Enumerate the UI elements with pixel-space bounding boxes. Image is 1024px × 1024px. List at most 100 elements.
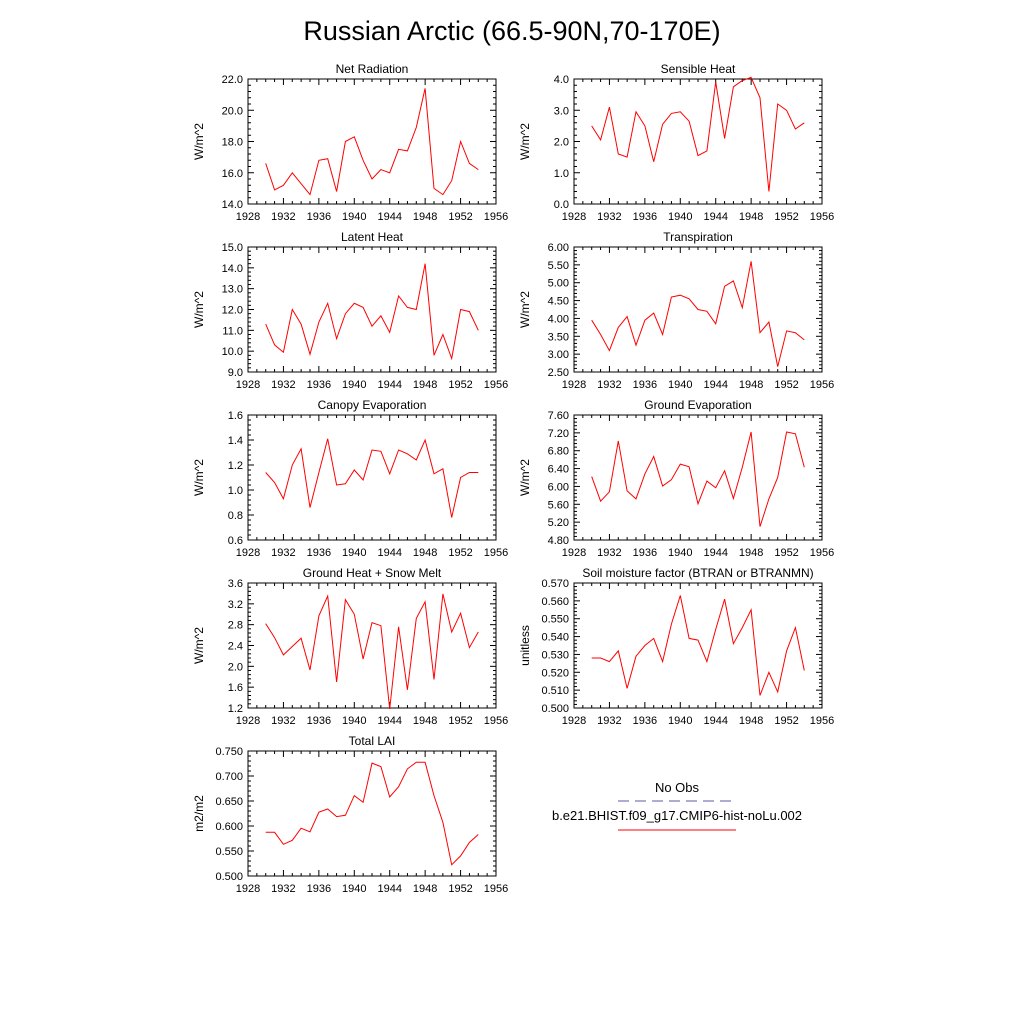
panel-4: Transpiration W/m^2 1928 1932 1936 1940 1944 19… bbox=[518, 230, 834, 391]
y-tick-label: 0.520 bbox=[541, 667, 569, 679]
y-tick-label: 2.0 bbox=[554, 137, 569, 149]
y-axis-label: W/m^2 bbox=[192, 123, 206, 160]
x-tick-label: 1928 bbox=[236, 715, 260, 727]
y-tick-label: 3.2 bbox=[228, 599, 243, 611]
chart-panels: Net Radiation W/m^2 1928 1932 1936 1940 1944 19… bbox=[192, 62, 834, 895]
panel-title: Net Radiation bbox=[336, 62, 409, 76]
x-tick-label: 1936 bbox=[633, 547, 657, 559]
y-tick-label: 1.4 bbox=[228, 435, 243, 447]
x-tick-label: 1944 bbox=[703, 547, 727, 559]
y-tick-label: 2.8 bbox=[228, 620, 243, 632]
x-tick-label: 1932 bbox=[597, 379, 621, 391]
y-tick-label: 6.80 bbox=[548, 446, 569, 458]
y-tick-label: 2.0 bbox=[228, 661, 243, 673]
y-tick-label: 4.00 bbox=[548, 313, 569, 325]
y-tick-label: 5.60 bbox=[548, 499, 569, 511]
y-tick-label: 6.00 bbox=[548, 481, 569, 493]
y-axis-label: W/m^2 bbox=[192, 291, 206, 328]
y-tick-label: 1.0 bbox=[554, 168, 569, 180]
y-axis-label: W/m^2 bbox=[518, 459, 532, 496]
panel-6: Ground Evaporation W/m^2 1928 1932 1936 1940 1… bbox=[518, 398, 834, 559]
x-tick-label: 1936 bbox=[307, 379, 331, 391]
x-tick-label: 1928 bbox=[562, 715, 586, 727]
series-line bbox=[265, 263, 479, 361]
y-axis-label: W/m^2 bbox=[518, 291, 532, 328]
y-tick-label: 4.50 bbox=[548, 296, 569, 308]
series-line bbox=[591, 76, 805, 192]
panel-title: Transpiration bbox=[663, 230, 733, 244]
legend-label-obs: No Obs bbox=[655, 780, 700, 795]
x-tick-label: 1936 bbox=[633, 715, 657, 727]
x-tick-label: 1928 bbox=[236, 547, 260, 559]
x-tick-label: 1940 bbox=[342, 547, 366, 559]
x-tick-label: 1948 bbox=[413, 883, 437, 895]
x-tick-label: 1956 bbox=[484, 547, 508, 559]
y-tick-label: 0.0 bbox=[554, 199, 569, 211]
series-line bbox=[265, 761, 479, 866]
x-tick-label: 1952 bbox=[448, 715, 472, 727]
x-tick-label: 1956 bbox=[484, 379, 508, 391]
x-tick-label: 1948 bbox=[739, 211, 763, 223]
y-tick-label: 0.650 bbox=[215, 796, 243, 808]
y-tick-label: 12.0 bbox=[222, 305, 243, 317]
y-tick-label: 3.50 bbox=[548, 331, 569, 343]
y-tick-label: 10.0 bbox=[222, 346, 243, 358]
y-tick-label: 5.50 bbox=[548, 260, 569, 272]
y-tick-label: 0.570 bbox=[541, 578, 569, 590]
x-tick-label: 1940 bbox=[668, 379, 692, 391]
x-tick-label: 1944 bbox=[703, 379, 727, 391]
y-tick-label: 1.2 bbox=[228, 703, 243, 715]
x-tick-label: 1952 bbox=[448, 211, 472, 223]
x-tick-label: 1952 bbox=[448, 883, 472, 895]
x-tick-label: 1952 bbox=[774, 379, 798, 391]
x-tick-label: 1928 bbox=[236, 883, 260, 895]
y-tick-label: 3.6 bbox=[228, 578, 243, 590]
x-tick-label: 1928 bbox=[236, 379, 260, 391]
y-tick-label: 4.0 bbox=[554, 74, 569, 86]
panel-title: Total LAI bbox=[349, 734, 396, 748]
x-tick-label: 1928 bbox=[562, 379, 586, 391]
x-tick-label: 1952 bbox=[774, 547, 798, 559]
x-tick-label: 1956 bbox=[810, 547, 834, 559]
y-axis-label: unitless bbox=[518, 625, 532, 666]
x-tick-label: 1956 bbox=[810, 379, 834, 391]
x-tick-label: 1936 bbox=[633, 211, 657, 223]
x-tick-label: 1956 bbox=[484, 211, 508, 223]
x-tick-label: 1940 bbox=[342, 715, 366, 727]
x-tick-label: 1944 bbox=[703, 715, 727, 727]
x-tick-label: 1952 bbox=[448, 379, 472, 391]
y-tick-label: 1.6 bbox=[228, 682, 243, 694]
series-line bbox=[265, 438, 479, 518]
x-tick-label: 1932 bbox=[597, 715, 621, 727]
y-tick-label: 1.0 bbox=[228, 485, 243, 497]
y-axis-label: m2/m2 bbox=[192, 795, 206, 832]
panel-title: Ground Heat + Snow Melt bbox=[303, 566, 442, 580]
y-tick-label: 9.0 bbox=[228, 367, 243, 379]
series-line bbox=[591, 431, 805, 527]
y-tick-label: 0.600 bbox=[215, 821, 243, 833]
x-tick-label: 1956 bbox=[484, 715, 508, 727]
y-tick-label: 0.500 bbox=[215, 871, 243, 883]
x-tick-label: 1944 bbox=[377, 715, 401, 727]
x-tick-label: 1944 bbox=[703, 211, 727, 223]
y-tick-label: 0.510 bbox=[541, 685, 569, 697]
y-axis-label: W/m^2 bbox=[192, 627, 206, 664]
legend: No Obs b.e21.BHIST.f09_g17.CMIP6-hist-no… bbox=[552, 780, 802, 831]
legend-label-model: b.e21.BHIST.f09_g17.CMIP6-hist-noLu.002 bbox=[552, 808, 802, 823]
y-tick-label: 7.20 bbox=[548, 428, 569, 440]
y-tick-label: 0.6 bbox=[228, 535, 243, 547]
x-tick-label: 1932 bbox=[271, 883, 295, 895]
y-tick-label: 0.700 bbox=[215, 771, 243, 783]
y-tick-label: 15.0 bbox=[222, 242, 243, 254]
y-tick-label: 14.0 bbox=[222, 199, 243, 211]
y-tick-label: 11.0 bbox=[222, 325, 243, 337]
panel-title: Ground Evaporation bbox=[644, 398, 751, 412]
x-tick-label: 1928 bbox=[236, 211, 260, 223]
x-tick-label: 1940 bbox=[668, 547, 692, 559]
panel-7: Ground Heat + Snow Melt W/m^2 1928 1932 1936… bbox=[192, 566, 508, 727]
x-tick-label: 1948 bbox=[413, 379, 437, 391]
y-tick-label: 4.80 bbox=[548, 535, 569, 547]
panel-title: Sensible Heat bbox=[661, 62, 736, 76]
x-tick-label: 1940 bbox=[668, 715, 692, 727]
